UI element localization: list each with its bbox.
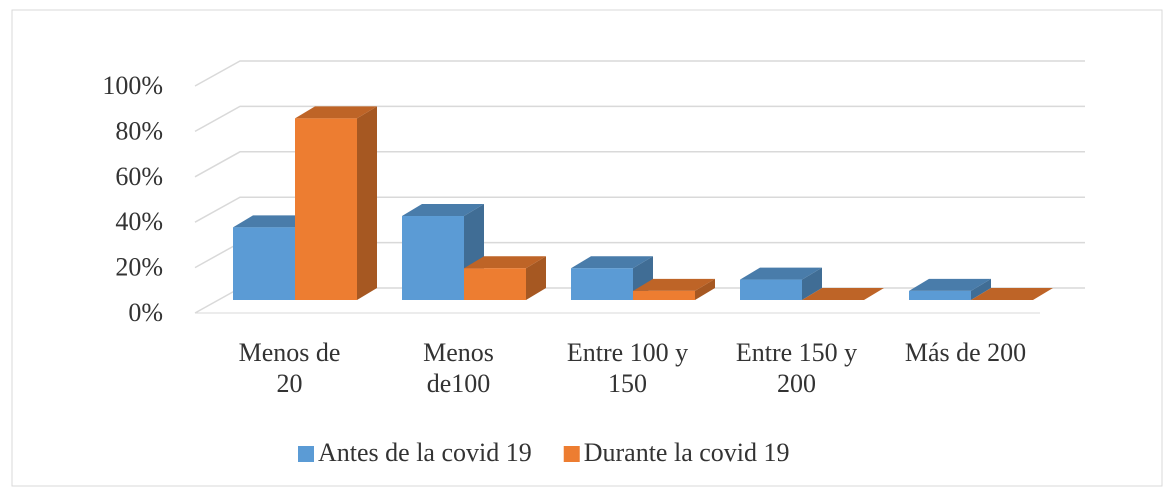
bar-top [295, 106, 377, 119]
bar-front [740, 279, 802, 300]
bar-top [971, 288, 1053, 300]
bar-side [802, 267, 822, 300]
x-tick-label: Entre 150 y 200 [735, 338, 858, 398]
chart-border [11, 9, 1163, 487]
x-tick-label: Más de 200 [904, 338, 1027, 367]
bar-top [402, 204, 484, 217]
bar-side [357, 106, 377, 301]
bar-side [526, 256, 546, 300]
bar-front [295, 118, 357, 301]
legend-label: Durante la covid 19 [584, 438, 790, 467]
y-tick-label: 60% [115, 162, 163, 191]
bar-front [233, 227, 295, 300]
y-tick-label: 100% [102, 71, 163, 100]
bar-top [571, 256, 653, 269]
bar-top [740, 267, 822, 280]
x-tick-label: Menos de 20 [238, 338, 341, 398]
bar-front [464, 268, 526, 300]
bar [971, 288, 1053, 300]
x-tick-label: Entre 100 y 150 [566, 338, 689, 398]
bar-top [909, 278, 991, 291]
y-tick-label: 0% [128, 298, 163, 327]
bar-side [695, 278, 715, 300]
grid-line [194, 105, 1085, 133]
bar [802, 288, 884, 300]
bar-front [633, 290, 695, 300]
legend-swatch [563, 446, 580, 462]
bar-side [971, 278, 991, 300]
bar-top [233, 215, 315, 228]
y-tick-label: 80% [115, 116, 163, 145]
x-tick-label: Menos de100 [423, 338, 494, 398]
bar-top [464, 256, 546, 269]
bar [909, 278, 991, 300]
bar-front [909, 290, 971, 300]
grid-line [194, 60, 1085, 87]
bar [464, 256, 546, 300]
legend-swatch [298, 446, 314, 462]
bar-top [633, 278, 715, 291]
legend-label: Antes de la covid 19 [318, 438, 532, 467]
bar-front [571, 268, 633, 300]
bar [295, 106, 377, 301]
grid-line [194, 196, 1085, 223]
bar-top [802, 288, 884, 300]
y-tick-label: 20% [115, 253, 163, 282]
bar-front [402, 216, 464, 300]
grid-line [194, 151, 1085, 178]
y-tick-label: 40% [115, 207, 163, 236]
bar [740, 267, 822, 300]
bar [633, 278, 715, 300]
